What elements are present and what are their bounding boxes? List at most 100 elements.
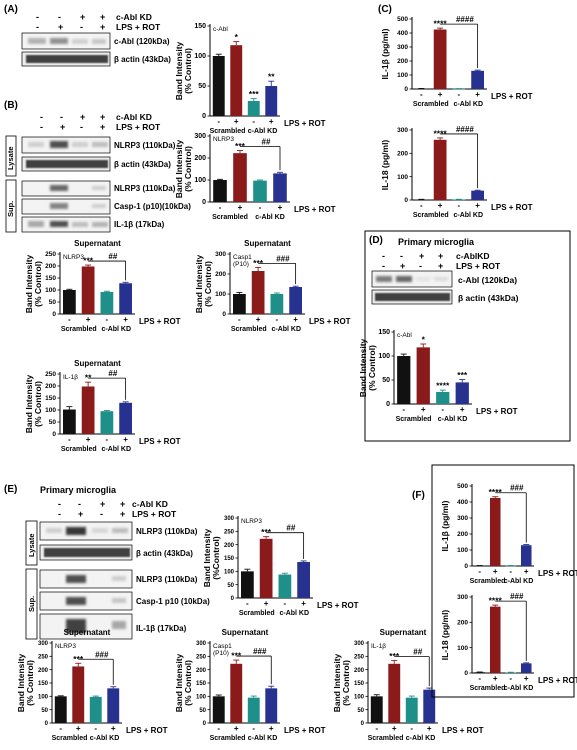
x-tick-label: - [238, 315, 241, 324]
bar [81, 386, 95, 434]
chart-c-il18: 0 100 200 300 - **** + - + #### IL-18 (pg/ml) Scram… [380, 125, 533, 219]
y-tick-label: 250 [45, 371, 56, 378]
blot-label-sup-casp1-e: Casp-1 p10 (10kDa) [136, 597, 210, 606]
blot-label-actin-b: β actin (43kDa) [114, 160, 171, 169]
significance-star: **** [436, 381, 450, 391]
sup-label-e: Sup. [27, 596, 36, 612]
blot-label-cabl-a: c-Abl (120kDa) [114, 37, 170, 46]
inset-label: c-Abl [397, 332, 412, 339]
significance-star: ** [268, 72, 275, 82]
y-tick-label: 250 [196, 655, 207, 661]
lps-rot-label: LPS + ROT [491, 203, 533, 212]
lysate-label-b: Lysate [6, 147, 15, 171]
x-tick-label: + [123, 315, 128, 324]
bar [54, 696, 67, 723]
blot-header-a: - - + + c-Abl KD - + - + LPS + ROT [36, 12, 161, 32]
inset-label: IL-1β [63, 374, 78, 381]
bar [233, 153, 247, 202]
y-tick-label: 0 [52, 431, 56, 438]
y-tick-label: 50 [49, 299, 57, 306]
significance-star: * [235, 32, 239, 42]
x-tick-label: - [219, 203, 222, 212]
chart-b-sup-il1b: 0 50 100 150 200 250 - ** + - + ## IL-1β Supernatant B… [24, 359, 181, 453]
y-axis-label-2: (% Control) [183, 660, 193, 706]
y-tick-label: 300 [194, 133, 206, 140]
hash-significance: ### [276, 254, 290, 263]
y-tick-label: 50 [49, 419, 57, 426]
bar [415, 199, 428, 201]
bar [270, 294, 284, 314]
blot-label-nlrp3-b: NLRP3 (110kDa) [114, 141, 176, 150]
group-label-cabl-kd: c-Abl KD [406, 735, 436, 742]
header-minus: - [382, 261, 385, 271]
significance-star: *** [235, 141, 246, 151]
x-tick-label: + [256, 315, 261, 324]
x-tick-label: + [111, 724, 116, 733]
header-plus: + [100, 112, 105, 122]
y-axis-label: Band Intensity [194, 254, 204, 313]
header-plus: + [400, 261, 405, 271]
bar [471, 190, 484, 200]
lps-rot-label: LPS + ROT [126, 726, 168, 735]
header-cabl-kd: c-Abl KD [116, 12, 152, 22]
bar [247, 101, 260, 116]
x-tick-label: - [68, 315, 71, 324]
significance-star: *** [231, 651, 242, 661]
header-minus: - [40, 112, 43, 122]
significance-star: *** [73, 654, 84, 664]
y-tick-label: 100 [45, 407, 56, 414]
x-tick-label: + [493, 567, 498, 576]
group-label-cabl-kd: c-Abl KD [255, 214, 285, 221]
bar [397, 356, 411, 404]
bar [455, 382, 469, 404]
y-axis-label: Band Intensity [174, 653, 184, 712]
x-tick-label: - [441, 405, 444, 414]
panel-label-e: (E) [4, 484, 17, 495]
header-minus: - [58, 499, 61, 509]
bar [489, 498, 501, 566]
y-axis-label-2: (% Control) [367, 345, 377, 391]
x-tick-label: + [76, 724, 81, 733]
lps-rot-label: LPS + ROT [491, 92, 533, 101]
sup-label-b: Sup. [6, 201, 15, 217]
lps-rot-label: LPS + ROT [139, 317, 181, 326]
header-minus: - [400, 251, 403, 261]
y-tick-label: 200 [457, 620, 468, 627]
header-lps-rot: LPS + ROT [116, 22, 161, 32]
header-minus: - [58, 509, 61, 519]
blot-header-e: - - + + c-Abl KD - + - + LPS + ROT [58, 499, 177, 519]
x-tick-label: - [509, 674, 512, 683]
y-tick-label: 150 [194, 23, 206, 30]
lps-rot-label: LPS + ROT [284, 726, 326, 735]
x-tick-label: + [293, 315, 298, 324]
y-tick-label: 150 [378, 329, 390, 336]
header-minus: - [80, 22, 83, 32]
bar [119, 402, 132, 434]
x-tick-label: - [259, 203, 262, 212]
bar [212, 56, 225, 116]
chart-title: Supernatant [74, 359, 121, 368]
group-label-scrambled: Scrambled [368, 735, 404, 742]
chart-title: Supernatant [244, 239, 291, 248]
y-tick-label: 150 [196, 681, 207, 687]
y-axis-label-2: (% Control) [183, 146, 193, 192]
x-tick-label: + [438, 201, 443, 210]
bar [416, 347, 430, 404]
hash-significance: ## [262, 138, 271, 147]
inset-label-sub: (P10) [213, 650, 229, 657]
bar [474, 672, 486, 673]
chart-e-nlrp3: 0 50 100 150 200 250 300 - *** + - + ## NLRP3 Band Int… [202, 516, 359, 617]
significance-star: **** [489, 596, 503, 606]
x-tick-label: + [234, 724, 239, 733]
y-tick-label: 200 [45, 263, 56, 270]
chart-b-sup-casp1: 0 100 200 300 - *** + - + ### Casp1(P10) Supernatan… [194, 239, 351, 333]
x-tick-label: - [217, 724, 220, 733]
lysate-bracket-e [25, 520, 38, 566]
x-tick-label: - [410, 724, 413, 733]
y-tick-label: 300 [38, 641, 49, 647]
chart-f-il18: 0 100 200 300 - **** + - + ### IL-18 (pg/ml) Scramb… [440, 592, 577, 692]
x-tick-label: - [458, 201, 461, 210]
x-tick-label: + [278, 203, 283, 212]
lysate-label-e: Lysate [27, 534, 36, 558]
